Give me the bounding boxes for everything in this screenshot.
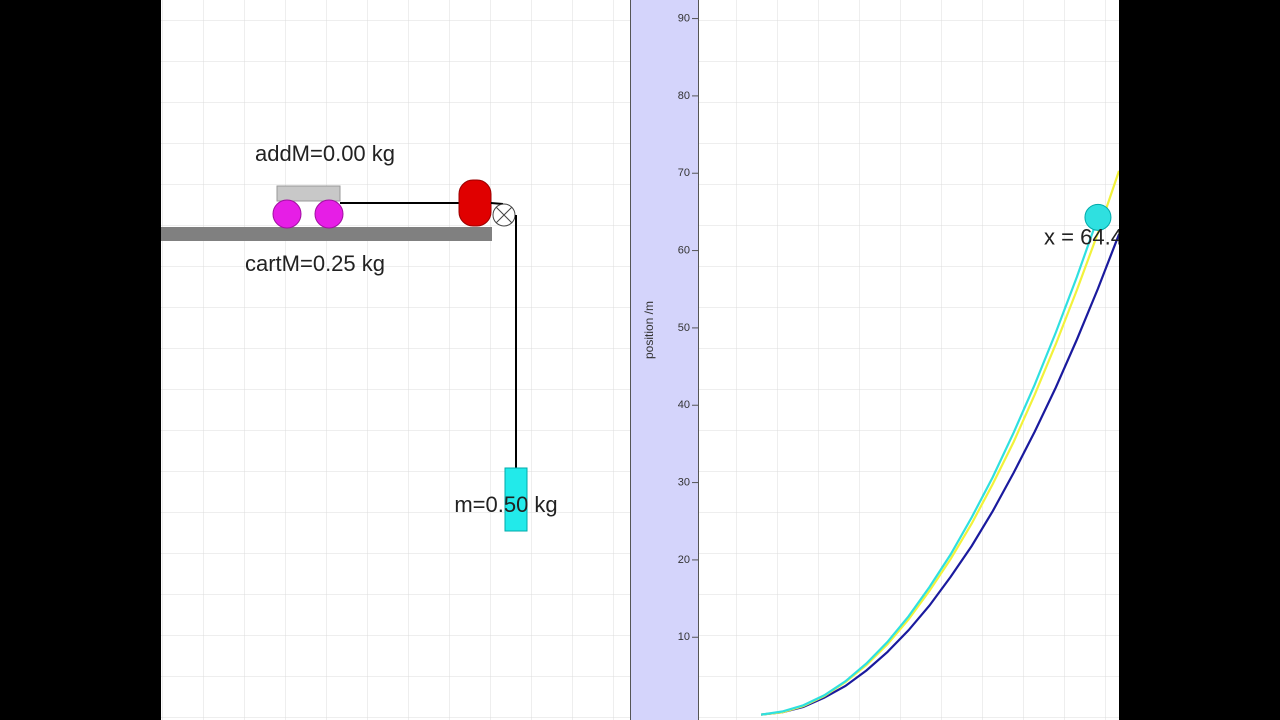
y-tick-label: 10 [678, 631, 690, 643]
plot: x = 64.4 [760, 170, 1123, 716]
y-tick-label: 20 [678, 554, 690, 566]
wheel [314, 199, 344, 229]
cart-body [276, 185, 341, 202]
y-axis-strip [630, 0, 698, 720]
series-line [760, 216, 1100, 716]
y-tick-label: 50 [678, 322, 690, 334]
y-axis-title: position /m [642, 301, 656, 359]
table [161, 227, 492, 241]
y-tick-label: 60 [678, 244, 690, 256]
add-mass-label: addM=0.00 kg [255, 141, 395, 166]
series-line [760, 233, 1119, 716]
right-bar [1119, 0, 1280, 720]
cart-mass-label: cartM=0.25 kg [245, 251, 385, 276]
current-point [1084, 203, 1112, 231]
hanging-mass-label: m=0.50 kg [454, 492, 557, 517]
y-tick-label: 40 [678, 399, 690, 411]
bumper [458, 179, 492, 227]
string [490, 202, 504, 205]
y-tick-label: 80 [678, 90, 690, 102]
hanging-mass [504, 467, 528, 532]
sim-grid [161, 0, 630, 720]
y-tick-label: 90 [678, 12, 690, 24]
wheel [272, 199, 302, 229]
pulley-cross [495, 206, 513, 224]
y-tick-label: 30 [678, 476, 690, 488]
annotation: x = 64.4 [1044, 224, 1123, 249]
plot-grid [698, 0, 1119, 720]
y-tick-label: 70 [678, 167, 690, 179]
